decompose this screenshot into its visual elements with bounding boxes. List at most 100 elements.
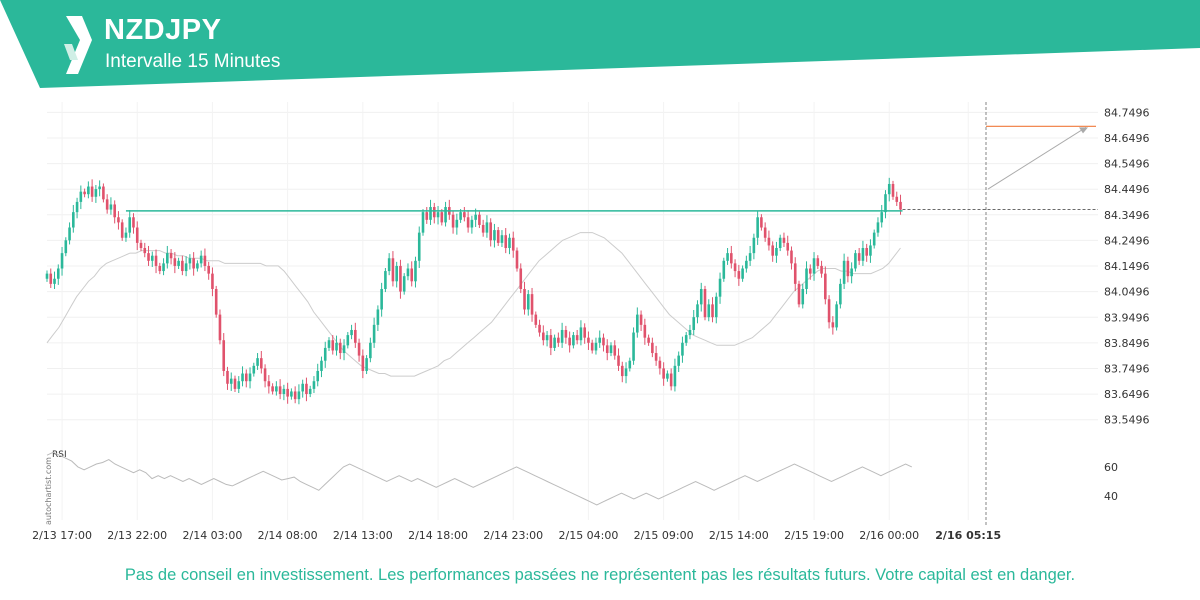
candle-body [429, 207, 432, 220]
candle-body [391, 258, 395, 282]
candle-body [436, 212, 440, 218]
candle-body [290, 391, 293, 397]
candle-body [139, 242, 143, 249]
candle-body [613, 345, 617, 356]
candle-body [542, 332, 545, 341]
candle-body [605, 345, 609, 354]
candle-body [256, 358, 259, 366]
candle-body [350, 329, 353, 336]
candle-body [842, 260, 846, 284]
candle-body [196, 263, 199, 269]
candle-body [598, 337, 602, 343]
candle-body [797, 283, 801, 305]
candle-body [376, 309, 380, 325]
candle-body [132, 217, 135, 228]
price-tick-label: 84.3496 [1104, 209, 1150, 222]
price-tick-label: 84.0496 [1104, 286, 1150, 299]
candle-body [876, 222, 880, 233]
price-tick-label: 84.4496 [1104, 183, 1150, 196]
candle-body [211, 273, 214, 289]
candle-body [887, 183, 891, 195]
candle-body [707, 304, 711, 318]
candle-body [741, 268, 744, 279]
candle-body [669, 373, 673, 387]
candle-body [113, 204, 116, 218]
candle-body [696, 304, 699, 318]
candle-body [872, 232, 876, 246]
candle-body [75, 201, 79, 213]
candle-body [451, 214, 455, 228]
forecast-arrow-line [987, 126, 1087, 190]
candle-body [861, 248, 865, 261]
current-time-label: 2/16 05:15 [935, 529, 1001, 542]
candle-body [857, 253, 861, 261]
candle-body [812, 258, 816, 274]
candle-body [421, 212, 425, 233]
candle-body [169, 253, 173, 259]
candle-body [681, 342, 684, 356]
candle-body [782, 237, 786, 243]
candle-body [767, 237, 771, 246]
candle-body [714, 296, 718, 318]
candle-body [508, 237, 511, 249]
candle-body [327, 340, 331, 348]
candle-body [305, 383, 308, 395]
candle-body [135, 227, 139, 243]
price-tick-label: 83.6496 [1104, 388, 1150, 401]
time-tick-label: 2/15 04:00 [558, 529, 618, 542]
candle-body [545, 335, 549, 341]
candle-body [252, 365, 256, 374]
candle-body [109, 204, 113, 210]
candle-body [808, 268, 812, 274]
candle-body [323, 347, 327, 361]
candle-body [662, 368, 665, 379]
candle-body [395, 265, 398, 282]
candle-body [880, 212, 884, 223]
candle-body [184, 263, 188, 272]
candle-body [496, 230, 500, 243]
candle-body [417, 232, 421, 261]
price-tick-label: 83.9496 [1104, 311, 1150, 324]
candle-body [511, 237, 515, 251]
candle-body [94, 189, 98, 197]
candle-body [406, 268, 410, 277]
candle-body [459, 212, 462, 220]
candle-body [72, 212, 75, 228]
time-tick-label: 2/14 13:00 [333, 529, 393, 542]
candle-body [549, 335, 553, 348]
price-tick-label: 84.6496 [1104, 132, 1150, 145]
candle-body [718, 278, 722, 297]
candle-body [602, 337, 605, 346]
candle-body [564, 329, 568, 338]
candle-body [124, 232, 128, 238]
price-tick-label: 83.8496 [1104, 337, 1150, 350]
candle-body [267, 381, 271, 387]
candle-body [820, 265, 823, 274]
candle-body [192, 258, 195, 269]
candle-body [489, 222, 492, 241]
candle-body [891, 183, 895, 197]
candle-body [154, 255, 158, 266]
candle-body [432, 207, 436, 218]
candle-body [361, 355, 365, 371]
candle-body [790, 250, 793, 264]
candle-body [466, 217, 470, 228]
candle-body [177, 260, 180, 266]
candle-body [301, 383, 304, 392]
candle-body [207, 265, 210, 274]
price-tick-label: 83.7496 [1104, 363, 1150, 376]
candle-body [572, 335, 575, 346]
candle-body [188, 258, 192, 264]
candle-body [775, 248, 778, 256]
candle-body [147, 253, 150, 261]
candle-body [850, 268, 853, 277]
candle-body [654, 353, 658, 361]
candle-body [60, 253, 64, 269]
candle-body [763, 227, 767, 238]
price-tick-label: 83.5496 [1104, 414, 1150, 427]
candle-body [481, 224, 485, 233]
candle-body [275, 386, 278, 392]
candle-body [658, 360, 662, 369]
watermark: autochartist.com [44, 457, 53, 525]
